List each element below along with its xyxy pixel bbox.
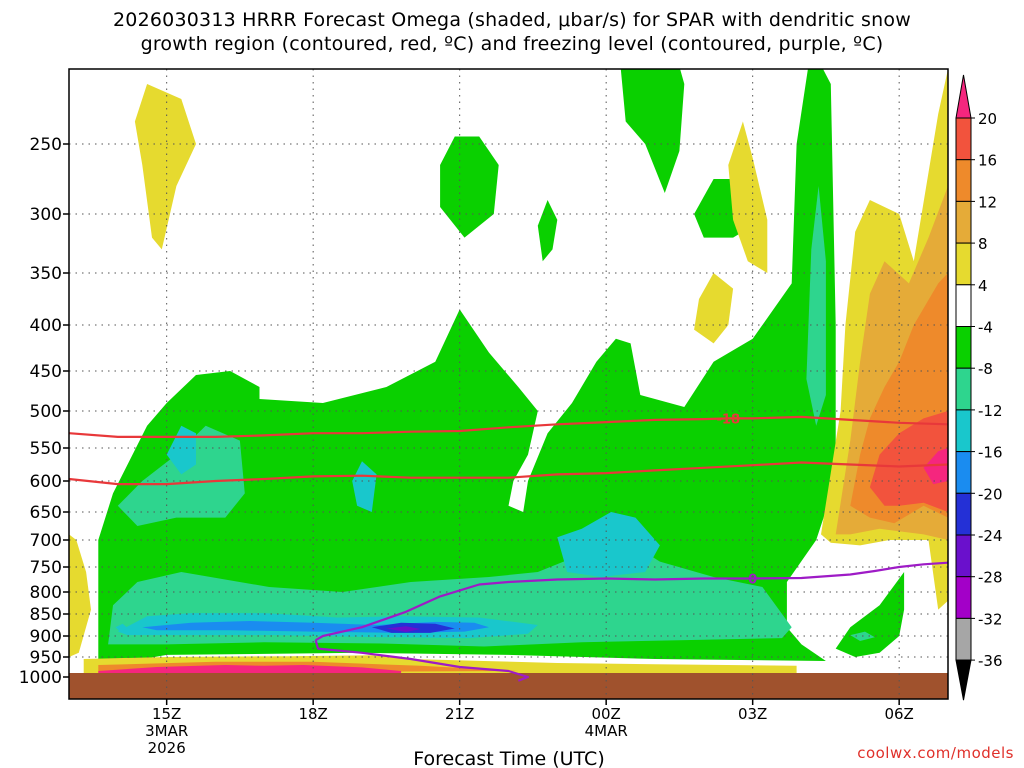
colorbar-label-8: -16	[978, 444, 1003, 462]
x-tick-label-4-0: 03Z	[738, 705, 767, 723]
colorbar-label-7: -12	[978, 402, 1003, 420]
colorbar-label-9: -20	[978, 485, 1003, 503]
watermark: coolwx.com/models	[857, 744, 1014, 762]
colorbar-box-13	[955, 617, 972, 661]
ground-fill	[69, 673, 948, 699]
y-tick-label-1: 300	[30, 205, 62, 225]
y-tick-label-0: 250	[30, 135, 62, 155]
omega-region-20	[694, 273, 734, 344]
colorbar-box-6	[955, 326, 972, 369]
x-tick-label-5-0: 06Z	[884, 705, 913, 723]
x-tick-label-0-2: 2026	[148, 739, 186, 757]
omega-region-7	[117, 425, 245, 526]
y-axis: 2503003504004505005506006507007508008509…	[19, 135, 69, 688]
y-tick-label-11: 800	[30, 583, 62, 603]
colorbar-arrow-bottom	[955, 659, 972, 701]
colorbar: 20 16 12 8 4 -4 -8 -12 -16 -20 -24 -28 -32 -36	[955, 74, 1003, 701]
x-tick-label-1-0: 18Z	[298, 705, 327, 723]
colorbar-label-0: 20	[978, 110, 997, 128]
colorbar-box-5	[955, 284, 972, 327]
colorbar-label-10: -24	[978, 527, 1003, 545]
colorbar-label-13: -36	[978, 652, 1003, 670]
colorbar-label-5: -4	[978, 319, 993, 337]
y-tick-label-14: 950	[30, 648, 62, 668]
omega-region-0	[98, 69, 836, 667]
omega-region-18	[69, 534, 91, 657]
y-tick-label-9: 700	[30, 531, 62, 551]
x-tick-label-3-0: 00Z	[591, 705, 620, 723]
x-tick-label-3-1: 4MAR	[585, 722, 628, 740]
ground-surface	[69, 673, 948, 699]
contour-lines: -18 0	[69, 412, 948, 682]
omega-region-14	[115, 623, 128, 632]
x-tick-label-0-0: 15Z	[152, 705, 181, 723]
colorbar-box-8	[955, 409, 972, 453]
y-tick-label-13: 900	[30, 627, 62, 647]
chart-title: 2026030313 HRRR Forecast Omega (shaded, …	[0, 8, 1024, 56]
omega-region-11	[557, 512, 660, 577]
colorbar-box-2	[955, 159, 972, 202]
colorbar-box-7	[955, 367, 972, 411]
contour-line-2	[315, 561, 948, 642]
colorbar-box-4	[955, 242, 972, 286]
colorbar-label-4: 4	[978, 277, 988, 295]
y-tick-label-12: 850	[30, 605, 62, 625]
omega-region-17	[386, 626, 421, 632]
omega-shading	[69, 69, 948, 673]
y-tick-label-10: 750	[30, 558, 62, 578]
x-axis-label: Forecast Time (UTC)	[413, 748, 604, 768]
colorbar-label-2: 12	[978, 193, 997, 211]
contour-line-0	[69, 415, 948, 438]
omega-region-19	[134, 84, 196, 250]
y-tick-label-7: 600	[30, 472, 62, 492]
y-tick-label-15: 1000	[19, 668, 62, 688]
omega-region-8	[806, 186, 826, 426]
colorbar-box-9	[955, 451, 972, 494]
omega-region-4	[537, 200, 558, 262]
chart-title-line-2: growth region (contoured, red, ºC) and f…	[140, 33, 884, 55]
colorbar-label-6: -8	[978, 360, 993, 378]
x-tick-label-0-1: 3MAR	[145, 722, 188, 740]
colorbar-label-3: 8	[978, 235, 988, 253]
omega-region-25	[869, 411, 948, 512]
contour-label-2: 0	[748, 573, 757, 588]
y-tick-label-6: 550	[30, 439, 62, 459]
y-tick-label-4: 450	[30, 362, 62, 382]
colorbar-box-10	[955, 492, 972, 536]
x-tick-label-2-0: 21Z	[445, 705, 474, 723]
colorbar-label-12: -32	[978, 610, 1003, 628]
y-tick-label-5: 500	[30, 402, 62, 422]
y-tick-label-3: 400	[30, 316, 62, 336]
colorbar-label-11: -28	[978, 569, 1003, 587]
omega-region-21	[728, 121, 768, 273]
grid-lines	[69, 69, 948, 699]
contour-line-3	[314, 639, 530, 682]
contour-label-0: -18	[717, 412, 741, 427]
contour-line-1	[69, 461, 948, 486]
colorbar-label-1: 16	[978, 152, 997, 170]
colorbar-arrow-top	[955, 74, 972, 119]
omega-region-13	[352, 461, 377, 512]
colorbar-box-11	[955, 534, 972, 578]
y-tick-label-2: 350	[30, 264, 62, 284]
colorbar-box-1	[955, 117, 972, 161]
colorbar-box-12	[955, 576, 972, 619]
omega-region-3	[440, 136, 499, 238]
chart-title-line-1: 2026030313 HRRR Forecast Omega (shaded, …	[113, 9, 911, 31]
omega-region-29	[98, 665, 402, 673]
colorbar-box-3	[955, 200, 972, 244]
y-tick-label-8: 650	[30, 503, 62, 523]
omega-region-2	[620, 69, 685, 193]
plot-frame	[68, 68, 949, 700]
